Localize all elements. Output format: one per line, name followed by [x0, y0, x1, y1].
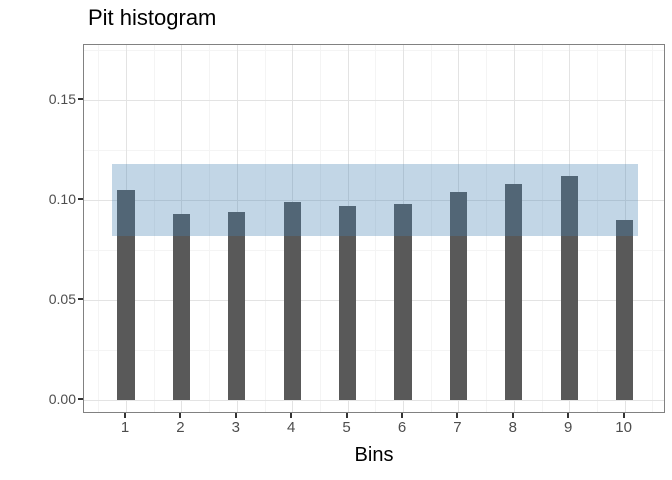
x-axis-tick: [123, 413, 126, 418]
x-tick-label: 10: [615, 419, 632, 436]
y-axis-tick: [78, 198, 83, 200]
bar-bin-1: [117, 190, 135, 400]
x-tick-label: 1: [120, 419, 130, 436]
bar-bin-7: [449, 192, 467, 400]
x-tick-label: 4: [287, 419, 296, 436]
y-tick-label: 0.05: [48, 291, 76, 307]
bar-bin-5: [339, 206, 357, 400]
x-axis-tick: [567, 413, 570, 418]
x-axis-tick: [511, 413, 514, 418]
chart-title: Pit histogram: [88, 5, 217, 30]
gridline-minor-h: [84, 150, 664, 151]
gridline-minor-v: [652, 45, 654, 412]
bar-bin-9: [560, 176, 578, 400]
bar-bin-10: [616, 220, 634, 400]
y-axis-tick: [78, 98, 83, 100]
x-axis-tick: [290, 413, 293, 418]
plot-panel: [83, 44, 665, 413]
gridline-major-h: [84, 100, 664, 101]
x-tick-label: 2: [176, 419, 185, 436]
y-tick-label: 0.00: [48, 391, 76, 407]
x-axis-tick: [179, 413, 182, 418]
y-axis-tick: [78, 398, 83, 400]
x-tick-label: 7: [453, 419, 462, 436]
x-axis-tick: [456, 413, 459, 418]
x-tick-label: 8: [508, 419, 517, 436]
gridline-minor-h: [84, 50, 664, 51]
x-axis-tick: [345, 413, 348, 418]
x-axis-tick: [401, 413, 403, 418]
x-tick-label: 5: [342, 419, 351, 436]
gridline-minor-v: [98, 45, 100, 412]
gridline-major-h: [84, 400, 664, 401]
x-tick-label: 6: [397, 419, 407, 436]
bar-bin-3: [228, 212, 246, 400]
x-axis-title: Bins: [354, 444, 394, 466]
bar-bin-2: [172, 214, 190, 400]
x-axis-tick: [234, 413, 237, 418]
x-tick-label: 9: [564, 419, 573, 436]
y-axis-tick: [78, 298, 83, 300]
x-tick-label: 3: [231, 419, 240, 436]
confidence-band: [112, 164, 639, 236]
bar-bin-6: [394, 204, 412, 400]
y-tick-label: 0.10: [48, 191, 76, 207]
bar-bin-8: [505, 184, 523, 400]
x-axis-tick: [622, 413, 625, 418]
y-tick-label: 0.15: [48, 91, 76, 107]
bar-bin-4: [283, 202, 301, 400]
